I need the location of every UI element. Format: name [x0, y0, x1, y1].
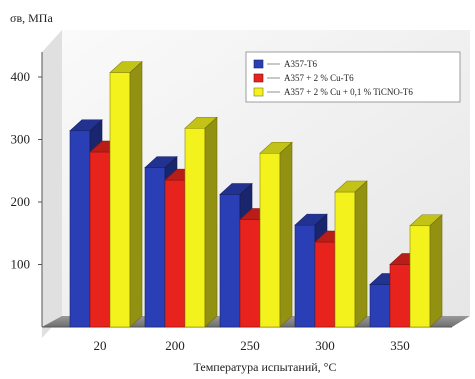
bar-front: [409, 225, 431, 328]
bar-side: [429, 214, 443, 328]
bar-front: [219, 194, 241, 328]
bar-side: [129, 60, 143, 328]
y-tick-label: 200: [11, 194, 31, 209]
bar-front: [89, 151, 111, 328]
bar: [109, 60, 143, 328]
x-tick-label: 300: [315, 338, 335, 353]
bar-front: [369, 284, 391, 328]
bars-group: [69, 60, 443, 328]
bar-side: [354, 180, 368, 328]
x-tick-label: 20: [94, 338, 107, 353]
bar-front: [69, 130, 91, 328]
plot-side-wall: [42, 30, 62, 338]
bar-front: [164, 179, 186, 328]
legend-swatch: [253, 59, 264, 69]
bar-front: [184, 127, 206, 328]
x-tick-label: 250: [240, 338, 260, 353]
legend-label: A357-T6: [284, 59, 317, 69]
y-tick-label: 100: [11, 257, 31, 272]
bar-front: [389, 264, 411, 328]
y-tick-label: 400: [11, 69, 31, 84]
y-tick-labels: 100 200 300 400: [11, 69, 42, 272]
legend-swatch: [253, 87, 264, 97]
x-axis-title: Температура испытаний, °С: [194, 360, 337, 374]
bar-side: [279, 141, 293, 328]
bar: [259, 141, 293, 328]
bar: [334, 180, 368, 328]
bar-front: [314, 241, 336, 328]
x-tick-labels: 20 200 250 300 350: [94, 338, 410, 353]
bar-side: [204, 116, 218, 328]
bar-front: [144, 167, 166, 328]
y-tick-label: 300: [11, 132, 31, 147]
bar: [409, 214, 443, 328]
legend: A357-T6 A357 + 2 % Cu-T6 A357 + 2 % Cu + 0…: [245, 51, 461, 103]
bar: [184, 116, 218, 328]
bar-front: [259, 152, 281, 328]
legend-label: A357 + 2 % Cu + 0,1 % TiCNO-T6: [284, 87, 413, 97]
bar-front: [294, 224, 316, 328]
legend-swatch: [253, 73, 264, 83]
legend-label: A357 + 2 % Cu-T6: [284, 73, 354, 83]
bar-front: [239, 219, 261, 328]
legend-box: [245, 51, 461, 103]
bar-front: [109, 72, 131, 328]
y-axis-title: σв, МПа: [10, 11, 53, 25]
x-tick-label: 350: [390, 338, 410, 353]
bar-front: [334, 191, 356, 328]
x-tick-label: 200: [165, 338, 185, 353]
